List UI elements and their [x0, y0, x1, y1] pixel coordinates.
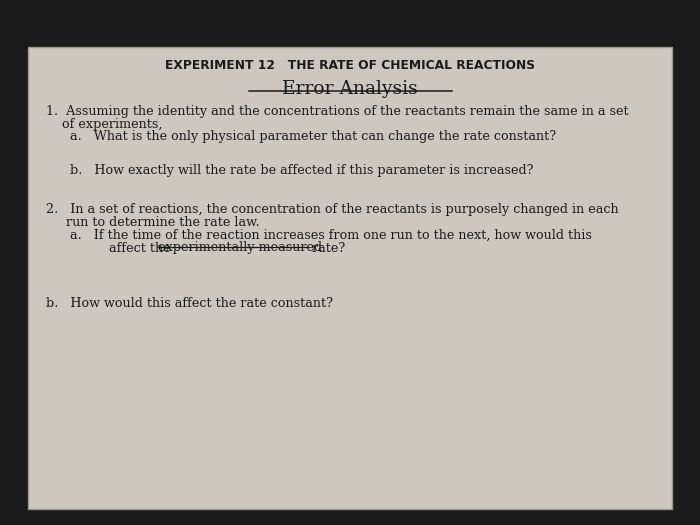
FancyBboxPatch shape	[28, 47, 672, 509]
Text: experimentally measured: experimentally measured	[158, 242, 322, 255]
Text: run to determine the rate law.: run to determine the rate law.	[46, 216, 259, 229]
Text: 1.  Assuming the identity and the concentrations of the reactants remain the sam: 1. Assuming the identity and the concent…	[46, 105, 628, 118]
Text: Error Analysis: Error Analysis	[282, 80, 418, 98]
Text: of experiments,: of experiments,	[46, 118, 162, 131]
Text: EXPERIMENT 12   THE RATE OF CHEMICAL REACTIONS: EXPERIMENT 12 THE RATE OF CHEMICAL REACT…	[165, 59, 535, 72]
Text: b.   How would this affect the rate constant?: b. How would this affect the rate consta…	[46, 297, 332, 310]
Text: rate?: rate?	[308, 242, 345, 255]
Text: 2.   In a set of reactions, the concentration of the reactants is purposely chan: 2. In a set of reactions, the concentrat…	[46, 203, 618, 216]
Text: affect the: affect the	[89, 242, 174, 255]
Text: a.   What is the only physical parameter that can change the rate constant?: a. What is the only physical parameter t…	[70, 130, 556, 143]
Text: a.   If the time of the reaction increases from one run to the next, how would t: a. If the time of the reaction increases…	[70, 228, 592, 242]
Text: b.   How exactly will the rate be affected if this parameter is increased?: b. How exactly will the rate be affected…	[70, 164, 533, 177]
